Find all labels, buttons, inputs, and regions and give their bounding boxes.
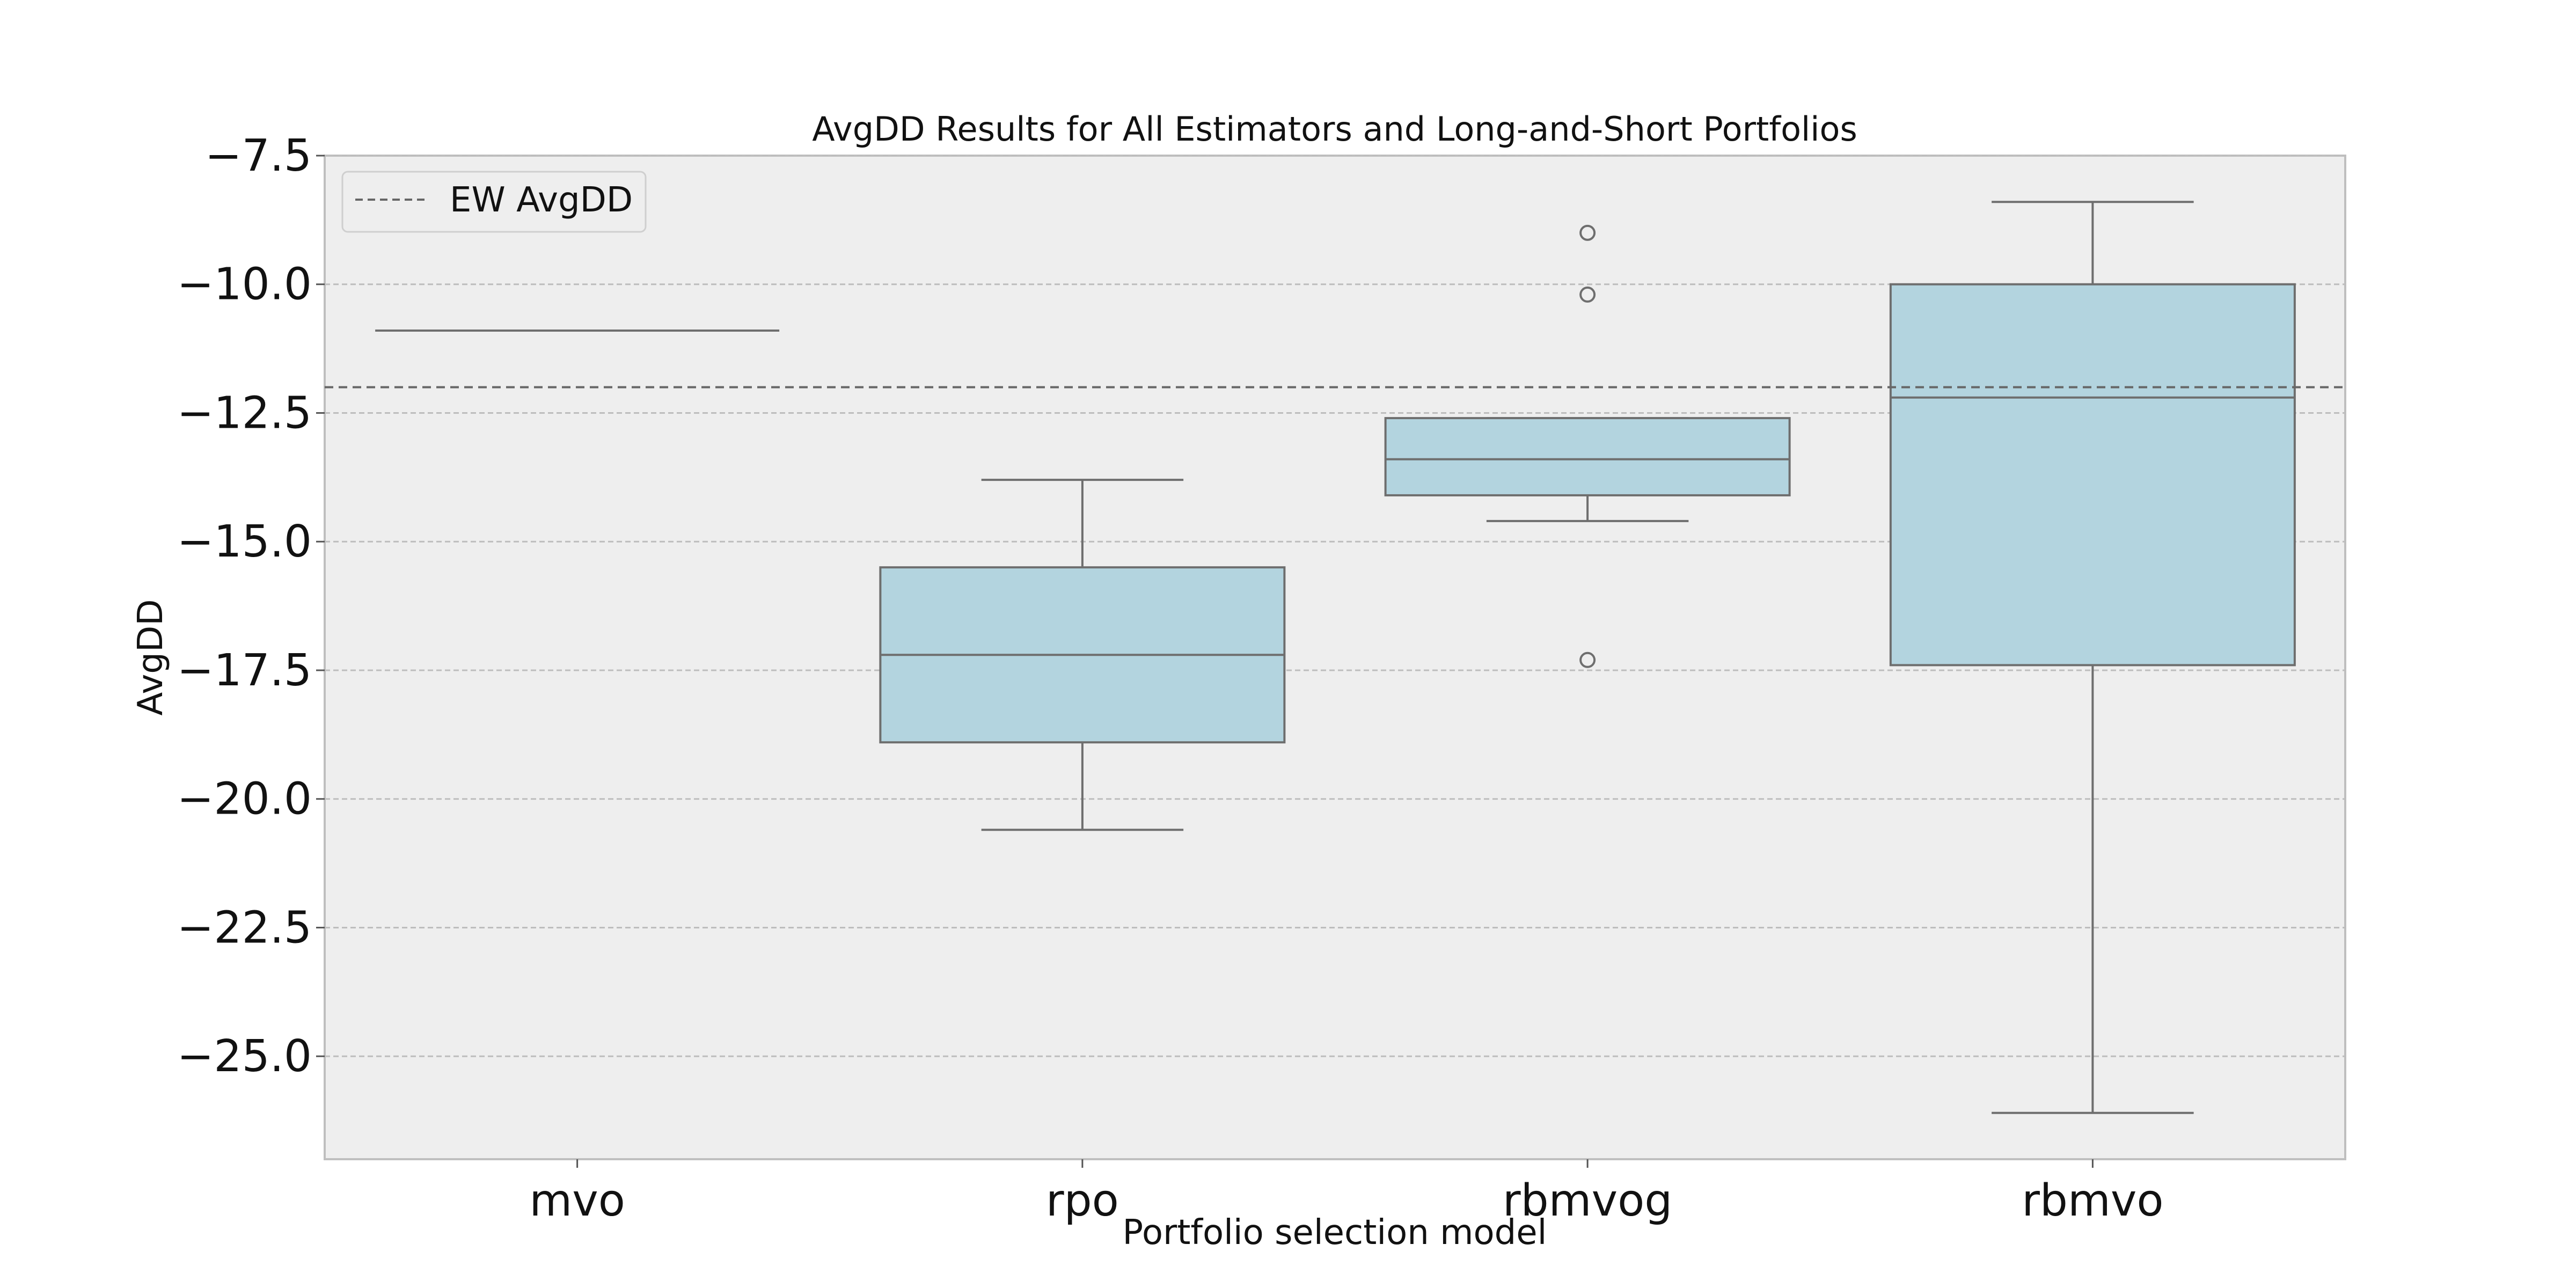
x-axis-ticks: mvo rpo rbmvog rbmvo — [529, 1159, 2164, 1226]
iqr-box — [1384, 417, 1791, 496]
y-tick-label: −25.0 — [177, 1031, 312, 1082]
y-tick-label: −17.5 — [177, 645, 312, 696]
x-tick-label-rpo: rpo — [1046, 1175, 1119, 1226]
legend-label-ew-avgdd: EW AvgDD — [450, 180, 633, 220]
legend-box — [341, 171, 647, 233]
y-tick-label: −12.5 — [177, 387, 312, 438]
box-series — [375, 201, 2296, 1114]
y-tick-label: −20.0 — [177, 774, 312, 825]
y-tick-label: −10.0 — [177, 259, 312, 310]
y-tick-label: −15.0 — [177, 516, 312, 567]
x-axis-label: Portfolio selection model — [1123, 1213, 1547, 1253]
chart-title: AvgDD Results for All Estimators and Lon… — [812, 109, 1857, 149]
box-rbmvog — [1384, 224, 1791, 668]
outlier-point — [1579, 286, 1596, 303]
y-axis-ticks: −7.5 −10.0 −12.5 −15.0 −17.5 −20.0 −22.5 −25.0 — [177, 130, 325, 1082]
iqr-box — [1889, 283, 2296, 667]
outlier-point — [1579, 652, 1596, 668]
y-tick-label: −22.5 — [177, 902, 312, 953]
x-tick-label-rbmvo: rbmvo — [2022, 1175, 2163, 1226]
legend: EW AvgDD — [341, 171, 647, 233]
box-rbmvo — [1889, 201, 2296, 1114]
box-rpo — [879, 479, 1286, 831]
outlier-point — [1579, 224, 1596, 241]
y-axis-label: AvgDD — [131, 599, 171, 715]
x-tick-label-rbmvog: rbmvog — [1503, 1175, 1672, 1226]
x-tick-label-mvo: mvo — [529, 1175, 625, 1226]
y-tick-label: −7.5 — [205, 130, 312, 181]
